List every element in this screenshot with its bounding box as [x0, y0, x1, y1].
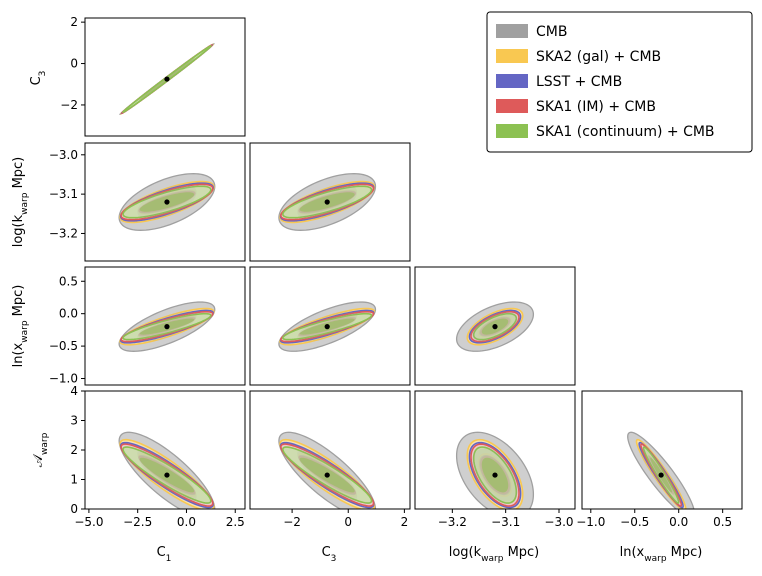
- fiducial-point: [324, 324, 330, 330]
- y-tick-label: 2: [70, 443, 78, 457]
- fiducial-point: [164, 324, 170, 330]
- panel-frame: [249, 266, 411, 386]
- panel-C1-logk: −3.2 −3.1 −3.0: [49, 142, 246, 262]
- x-tick-label: −3.1: [491, 515, 520, 529]
- y-tick-label: −1.0: [49, 372, 78, 386]
- y-tick-label: −3.1: [49, 187, 78, 201]
- y-tick-label: 3: [70, 414, 78, 428]
- panel-frame: [84, 17, 246, 137]
- fiducial-point: [492, 472, 498, 478]
- y-tick-label: 2: [70, 15, 78, 29]
- fiducial-point: [164, 199, 170, 205]
- panel-logk-lnx: [414, 266, 576, 386]
- legend-swatch-ska1-continuum-cmb: [496, 124, 528, 138]
- panel-C3-A: −2 0 2: [249, 390, 411, 529]
- x-tick-label: 0.5: [713, 515, 732, 529]
- panel-frame: [249, 142, 411, 262]
- panel-C1-C3-contours: [119, 43, 215, 115]
- legend-frame: [486, 11, 753, 153]
- x-tick-label: −2.5: [123, 515, 152, 529]
- panel-frame: [84, 142, 246, 262]
- x-tick-label: 0.0: [669, 515, 688, 529]
- fiducial-point: [658, 472, 664, 478]
- panel-logk-A-contours: [455, 431, 535, 509]
- y-axis-label-a: 𝒜warp: [31, 432, 50, 467]
- x-tick-label: −2: [283, 515, 301, 529]
- legend-label-ska2-gal-cmb: SKA2 (gal) + CMB: [536, 49, 661, 65]
- panel-frame: [581, 390, 743, 510]
- legend-swatch-cmb: [496, 24, 528, 38]
- panel-C1-lnx-contours: [118, 301, 216, 352]
- y-tick-label: 1: [70, 473, 78, 487]
- legend-label-cmb: CMB: [536, 24, 567, 40]
- y-tick-label: 4: [70, 384, 78, 398]
- panel-logk-A: −3.2 −3.1 −3.0: [414, 390, 576, 529]
- panel-C3-lnx: [249, 266, 411, 386]
- panel-C1-lnx: −1.0 −0.5 0.0 0.5: [49, 266, 246, 386]
- panel-C3-logk-contours: [278, 173, 377, 231]
- y-tick-label: −3.2: [49, 226, 78, 240]
- x-tick-label: 0: [344, 515, 352, 529]
- legend-label-ska1-im-cmb: SKA1 (IM) + CMB: [536, 99, 656, 115]
- legend-swatch-ska1-im-cmb: [496, 99, 528, 113]
- y-tick-label: 0: [70, 502, 78, 516]
- x-axis-label-logk: log(kwarp Mpc): [449, 545, 540, 564]
- panel-C1-logk-contours: [118, 173, 216, 231]
- x-tick-label: −3.2: [438, 515, 467, 529]
- panel-lnx-A: −1.0 −0.5 0.0 0.5: [576, 390, 743, 529]
- panel-C1-C3: −2 0 2: [60, 15, 246, 137]
- x-tick-label: 2: [401, 515, 409, 529]
- fiducial-point: [164, 472, 170, 478]
- x-tick-label: −5.0: [74, 515, 103, 529]
- panel-C3-A-contours: [278, 431, 377, 509]
- panel-logk-lnx-contours: [455, 301, 535, 352]
- panel-frame: [414, 266, 576, 386]
- panel-frame: [84, 266, 246, 386]
- x-tick-label: 2.5: [226, 515, 245, 529]
- legend: CMB SKA2 (gal) + CMB LSST + CMB SKA1 (IM) +…: [486, 11, 753, 153]
- legend-label-lsst-cmb: LSST + CMB: [536, 74, 622, 90]
- legend-swatch-ska2-gal-cmb: [496, 49, 528, 63]
- fiducial-point: [324, 199, 330, 205]
- x-axis-label-lnx: ln(xwarp Mpc): [620, 545, 703, 564]
- legend-swatch-lsst-cmb: [496, 74, 528, 88]
- x-tick-label: −0.5: [620, 515, 649, 529]
- legend-label-ska1-continuum-cmb: SKA1 (continuum) + CMB: [536, 124, 715, 140]
- y-tick-label: −0.5: [49, 339, 78, 353]
- x-tick-label: −3.0: [544, 515, 573, 529]
- panel-lnx-A-contours: [627, 431, 695, 509]
- x-axis-label-c3: C3: [322, 545, 337, 564]
- y-axis-label-logk: log(kwarp Mpc): [11, 157, 30, 248]
- y-axis-label-lnx: ln(xwarp Mpc): [11, 285, 30, 368]
- y-axis-label-c3: C3: [29, 71, 48, 86]
- y-tick-label: −3.0: [49, 148, 78, 162]
- panel-C1-A-contours: [118, 431, 216, 509]
- y-tick-label: 0.0: [59, 307, 78, 321]
- panel-C3-lnx-contours: [278, 301, 377, 352]
- x-axis-label-c1: C1: [157, 545, 172, 564]
- panel-C3-logk: [249, 142, 411, 262]
- panel-frame: [249, 390, 411, 510]
- panel-C1-A: −5.0 −2.5 0.0 2.5 0 1 2 3 4: [70, 384, 246, 529]
- panels-layer: −202−3.2−3.1−3.0−1.0−0.50.00.5−5.0 −2.5 0.…: [49, 15, 743, 529]
- fiducial-point: [492, 324, 498, 330]
- x-tick-label: −1.0: [576, 515, 605, 529]
- x-tick-label: 0.0: [177, 515, 196, 529]
- panel-frame: [414, 390, 576, 510]
- fiducial-point: [324, 472, 330, 478]
- y-tick-label: 0.5: [59, 274, 78, 288]
- y-tick-label: 0: [70, 57, 78, 71]
- y-tick-label: −2: [60, 98, 78, 112]
- fiducial-point: [164, 76, 170, 82]
